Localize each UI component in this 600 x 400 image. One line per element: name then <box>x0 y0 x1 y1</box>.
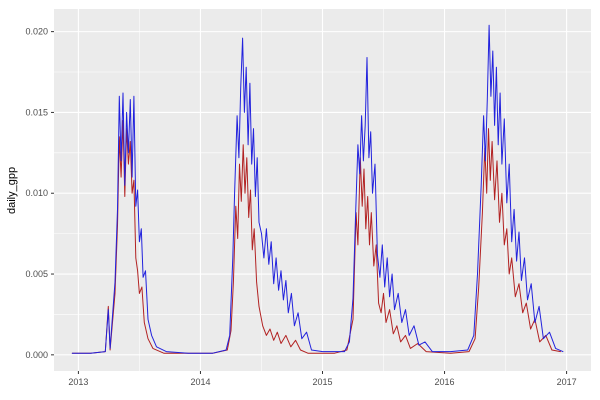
x-tick-label: 2016 <box>435 377 455 387</box>
axis-tick-marks <box>51 31 568 374</box>
blue-series-line <box>71 24 564 354</box>
y-tick-label: 0.000 <box>25 350 48 360</box>
x-tick-label: 2015 <box>312 377 332 387</box>
x-tick-label: 2014 <box>190 377 210 387</box>
x-axis-tick-labels: 2013 2014 2015 2016 2017 <box>68 377 576 387</box>
y-tick-label: 0.015 <box>25 107 48 117</box>
major-gridlines <box>54 9 591 371</box>
y-tick-label: 0.010 <box>25 188 48 198</box>
x-tick-label: 2013 <box>68 377 88 387</box>
y-tick-label: 0.020 <box>25 27 48 37</box>
x-tick-label: 2017 <box>557 377 577 387</box>
y-tick-label: 0.005 <box>25 269 48 279</box>
y-axis-tick-labels: 0.000 0.005 0.010 0.015 0.020 <box>25 27 48 360</box>
